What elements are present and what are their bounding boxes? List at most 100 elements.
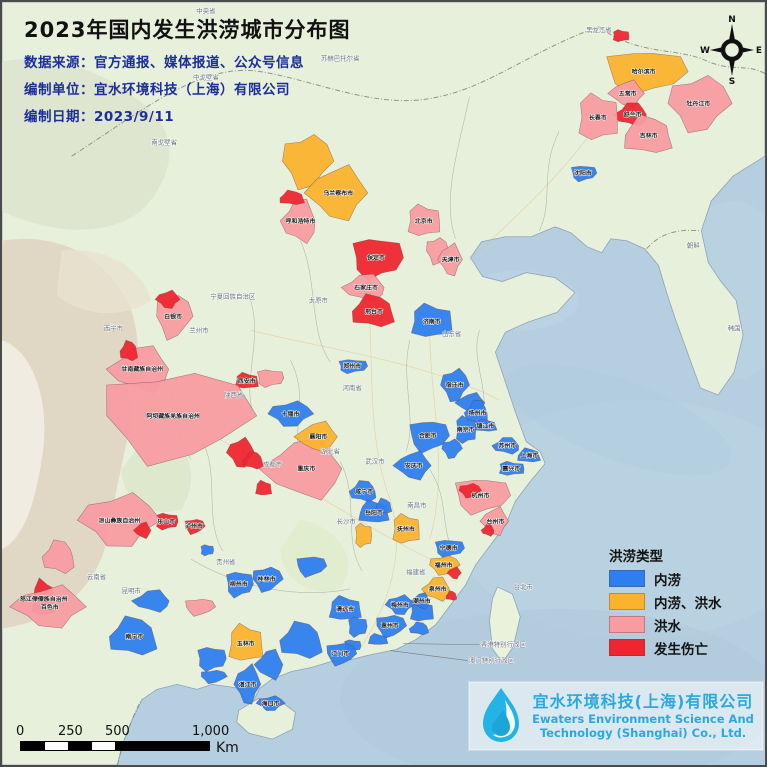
region-label: 湛江市 <box>239 680 257 688</box>
company-name-en-2: Technology (Shanghai) Co., Ltd. <box>539 726 747 740</box>
flood-region-嘉兴市 <box>498 460 525 476</box>
scale-unit: Km <box>216 740 239 756</box>
flood-region-抚州市 <box>392 512 420 544</box>
flood-region <box>200 544 214 557</box>
region-label: 合肥市 <box>419 432 437 440</box>
flood-region-长春市 <box>578 92 618 141</box>
flood-region-泉州市 <box>421 576 450 602</box>
flood-region-潮州市 <box>410 592 431 610</box>
company-name-block: 宜水环境科技(上海)有限公司 Ewaters Environment Scien… <box>527 692 763 741</box>
region-label: 江门市 <box>331 650 349 658</box>
flood-region-襄阳市 <box>293 420 338 453</box>
flood-region-桂林市 <box>252 566 284 593</box>
flood-region <box>441 438 463 460</box>
legend-item: 洪水 <box>609 616 722 635</box>
terrain <box>2 59 349 629</box>
legend-title: 洪涝类型 <box>609 549 663 565</box>
region-label: 泉州市 <box>428 585 447 593</box>
scale-tick: 0 <box>16 724 25 739</box>
region-label: 乌兰察布市 <box>323 189 353 197</box>
flood-region-苏州市 <box>491 437 519 455</box>
base-map-label: 湖北省 <box>321 447 341 456</box>
compass-w: W <box>700 46 710 56</box>
legend-item: 内涝 <box>609 570 722 589</box>
legend-label: 洪水 <box>654 618 681 635</box>
compass-star <box>710 24 754 76</box>
flood-region-济南市 <box>410 302 453 337</box>
region-label: 甘南藏族自治州 <box>121 365 163 373</box>
region-label: 梅州市 <box>391 601 409 609</box>
region-label: 十堰市 <box>282 410 300 418</box>
region-label: 西安市 <box>238 377 256 385</box>
flood-region-汕头市 <box>408 621 430 636</box>
borders <box>71 26 765 765</box>
flood-region-南宁市 <box>109 615 158 656</box>
flood-region <box>41 539 75 574</box>
flood-region <box>242 451 264 470</box>
flood-region-安庆市 <box>392 450 432 481</box>
flood-region-吉林市 <box>624 113 673 153</box>
region-label: 扬州市 <box>469 409 487 417</box>
region-label: 哈尔滨市 <box>632 68 656 76</box>
region-label: 襄阳市 <box>308 433 327 441</box>
flood-region <box>612 29 630 43</box>
region-label: 保定市 <box>366 254 385 262</box>
flood-region <box>253 648 284 681</box>
flood-region-宁德市 <box>434 540 465 559</box>
region-label: 吉林市 <box>640 131 658 139</box>
flood-region <box>445 590 458 601</box>
legend-label: 内涝、洪水 <box>654 595 722 612</box>
flood-region <box>296 556 328 579</box>
region-label: 苏州市 <box>498 442 516 450</box>
base-map-label: 韩国 <box>728 323 741 332</box>
legend-item: 发生伤亡 <box>609 639 722 658</box>
base-map-label: 台北市 <box>514 582 534 591</box>
region-label: 柳州市 <box>230 580 248 588</box>
flood-region-南京市 <box>455 415 477 444</box>
company-logo-box: 宜水环境科技(上海)有限公司 Ewaters Environment Scien… <box>468 681 764 751</box>
region-label: 清远市 <box>336 605 354 613</box>
flood-region-温州市 <box>480 524 495 537</box>
flood-region-呼和浩特市 <box>279 198 316 245</box>
base-map-label: 武汉市 <box>365 457 385 466</box>
base-map-label: 黑龙江省 <box>586 25 612 34</box>
region-label: 石家庄市 <box>353 283 378 291</box>
legend-label: 内涝 <box>654 572 681 589</box>
region-label: 舒兰市 <box>624 110 642 118</box>
flood-region <box>375 497 393 514</box>
region-label: 凉山彝族自治州 <box>99 516 141 524</box>
scale-bar: 0 250 500 1,000 Km <box>16 724 239 756</box>
flood-region-北京市 <box>407 203 441 236</box>
flood-region <box>130 589 170 613</box>
leader-lines <box>389 643 480 661</box>
region-label: 杭州市 <box>472 491 490 499</box>
region-label: 乐山市 <box>157 517 175 525</box>
flood-region-乌兰察布市 <box>303 164 369 222</box>
region-label: 白银市 <box>164 312 182 320</box>
region-label: 岳阳市 <box>365 508 383 516</box>
region-label: 牡丹江市 <box>686 99 710 107</box>
base-map-label: 云南省 <box>87 572 107 581</box>
scale-tick: 1,000 <box>192 724 230 739</box>
flood-region-百色市 <box>9 584 87 629</box>
flood-region-西安市 <box>234 371 259 389</box>
legend: 洪涝类型 内涝内涝、洪水洪水发生伤亡 <box>609 545 722 663</box>
region-label: 郑州市 <box>342 362 361 370</box>
region-label: 安庆市 <box>405 462 423 470</box>
base-map-label: 陕西省 <box>224 390 244 399</box>
region-label: 呼和浩特市 <box>286 217 316 225</box>
region-label: 镇江市 <box>477 422 495 430</box>
region-label: 南宁市 <box>125 633 143 641</box>
region-label: 桂林市 <box>257 575 276 583</box>
region-label: 海口市 <box>262 699 280 707</box>
base-map-label: 成都市 <box>263 460 283 469</box>
legend-swatch <box>609 639 645 656</box>
flood-region <box>132 521 152 540</box>
scale-bar-segments <box>20 741 210 751</box>
producer-line: 编制单位：宜水环境科技（上海）有限公司 <box>24 82 290 98</box>
flood-region-保定市 <box>352 239 404 281</box>
flood-region-海口市 <box>255 695 286 711</box>
region-label: 沈阳市 <box>574 169 592 177</box>
flood-region <box>197 647 227 673</box>
